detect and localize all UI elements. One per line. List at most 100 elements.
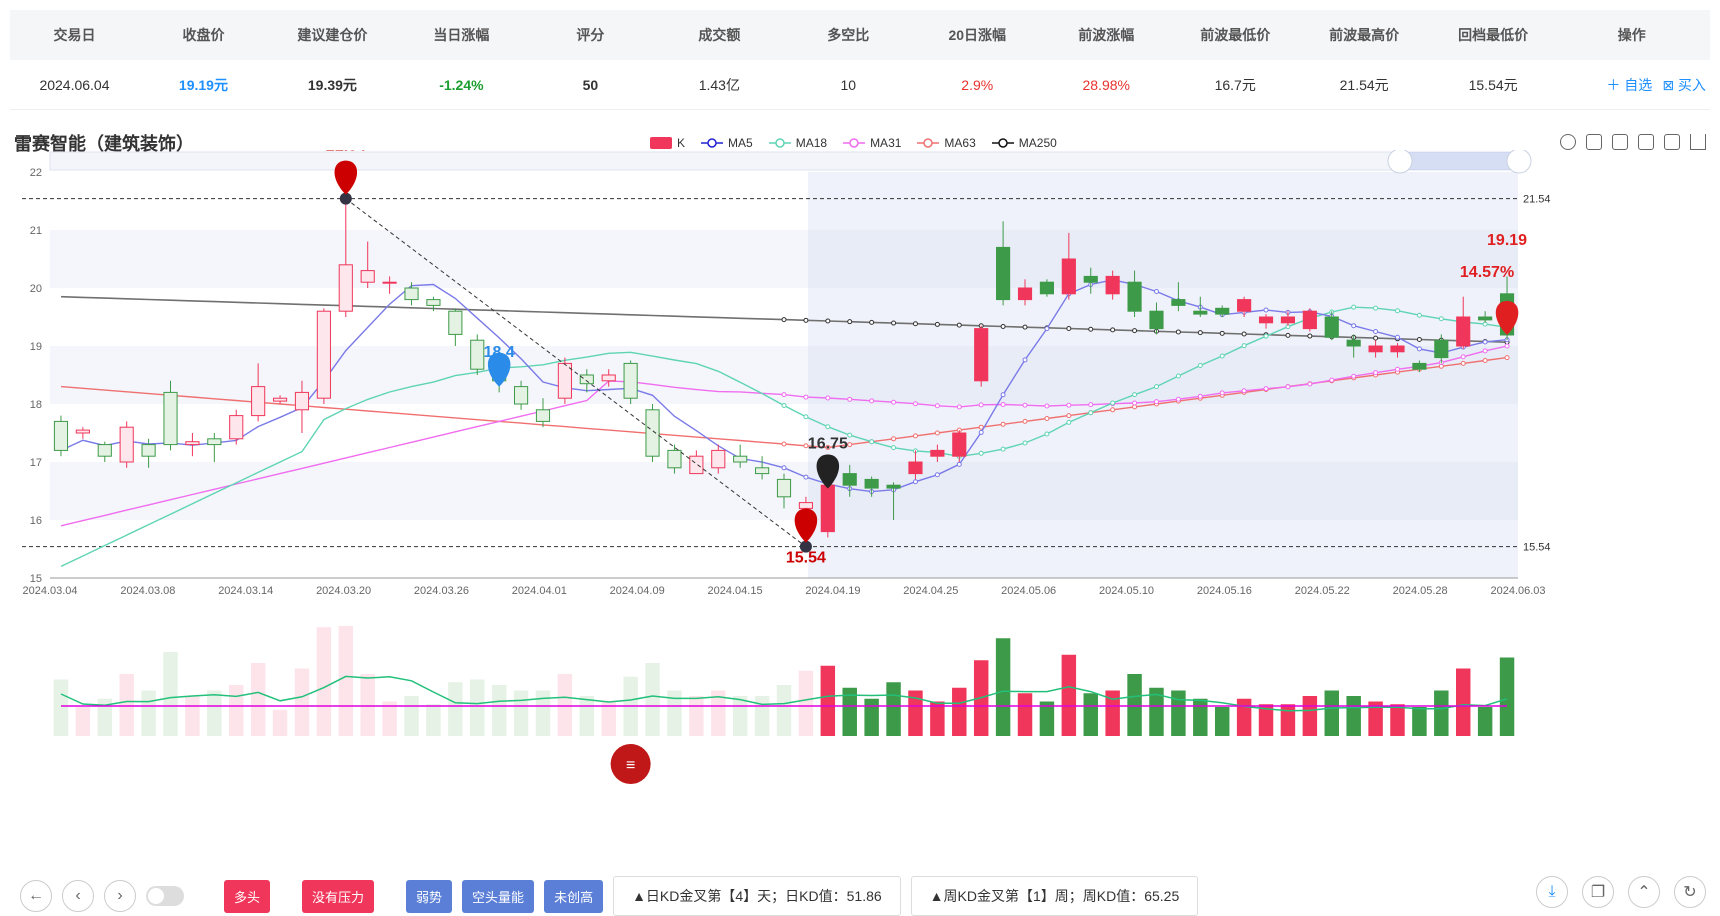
ma250-point — [1088, 326, 1094, 332]
legend-item[interactable]: MA18 — [768, 136, 827, 150]
candle-body — [1149, 310, 1164, 330]
candle-body — [53, 420, 69, 451]
legend-item[interactable]: MA5 — [701, 136, 753, 150]
ma18-point — [1044, 431, 1050, 437]
back-icon[interactable]: ← — [20, 880, 52, 912]
scroll-top-icon[interactable]: ⌃ — [1628, 876, 1660, 908]
legend-swatch — [843, 138, 866, 148]
volume-bar — [491, 685, 507, 736]
zoom-icon[interactable] — [1586, 134, 1602, 150]
ma250-point — [1197, 330, 1203, 336]
tag-bull[interactable]: 多头 — [224, 879, 271, 913]
volume-bar — [53, 679, 69, 736]
volume-bar — [272, 709, 288, 736]
ma250-point — [803, 317, 809, 323]
volume-bar — [798, 670, 814, 736]
ma18-point — [1153, 384, 1159, 390]
candle-body — [733, 455, 748, 463]
candle-body — [1258, 316, 1274, 324]
volume-ma-line — [60, 675, 1508, 712]
ma18-point — [1373, 305, 1379, 311]
ma18-point — [1022, 440, 1028, 446]
tag-no-pressure[interactable]: 没有压力 — [302, 879, 375, 913]
ma250-point — [1110, 327, 1116, 333]
y-tick-label: 21 — [30, 225, 42, 237]
legend-swatch — [991, 138, 1014, 148]
volume-bar — [382, 701, 397, 736]
ma18-point — [1416, 312, 1422, 318]
add-watchlist-button[interactable]: ＋ 自选 — [1606, 76, 1653, 93]
tag-no-new-high[interactable]: 未创高 — [544, 879, 604, 913]
high-dot — [339, 192, 352, 205]
volume-bar — [601, 701, 616, 736]
volume-bar — [1324, 690, 1339, 736]
ma31-point — [1066, 402, 1072, 408]
ma18-point — [1197, 362, 1203, 368]
ma250-point — [1022, 324, 1028, 330]
volume-bar — [1061, 654, 1077, 736]
ma63-point — [1066, 413, 1072, 419]
candle-body — [930, 449, 945, 457]
low-marker-pin — [794, 508, 818, 543]
candle-body — [1412, 362, 1427, 370]
copy-icon[interactable]: ❐ — [1582, 876, 1614, 908]
legend-item[interactable]: MA250 — [991, 136, 1057, 150]
next-icon[interactable]: › — [104, 880, 136, 912]
ma5-point — [1482, 339, 1488, 345]
ma250-point — [781, 317, 787, 323]
legend-item[interactable]: MA63 — [917, 136, 976, 150]
ma250-point — [1066, 326, 1072, 332]
candle-body — [1193, 310, 1208, 315]
dark-marker-pin — [816, 454, 840, 489]
candle-body — [163, 391, 178, 446]
clear-select-icon[interactable] — [1664, 134, 1680, 150]
volume-bar — [470, 679, 485, 736]
refresh-icon[interactable]: ↻ — [1674, 876, 1706, 908]
ma250-point — [825, 318, 831, 324]
candle-body — [1346, 339, 1361, 347]
prev-icon[interactable]: ‹ — [62, 880, 94, 912]
ma18-point — [847, 432, 853, 438]
volume-bar — [732, 696, 748, 736]
tag-weak[interactable]: 弱势 — [406, 879, 453, 913]
candle-body — [645, 409, 660, 457]
candle-body — [1083, 275, 1098, 283]
volume-bar — [1017, 693, 1033, 736]
candle-body — [1324, 316, 1339, 338]
volume-bar — [645, 663, 660, 736]
restore-icon[interactable] — [1560, 134, 1576, 150]
legend-item[interactable]: MA31 — [843, 136, 901, 150]
column-header: 20日涨幅 — [948, 27, 1007, 43]
x-tick-label: 2024.04.25 — [903, 585, 958, 597]
ma31-point — [1504, 343, 1510, 349]
ma31-point — [1329, 377, 1335, 383]
tag-bear-volume[interactable]: 空头量能 — [462, 879, 535, 913]
volume-bar — [163, 652, 178, 736]
ma18-point — [1132, 392, 1138, 398]
ma18-point — [1394, 308, 1400, 314]
cell-wave: 28.98% — [1082, 76, 1130, 93]
volume-bar — [513, 690, 529, 736]
download-icon[interactable]: ⤓ — [1536, 876, 1568, 908]
legend-item[interactable]: K — [650, 136, 685, 150]
column-header: 操作 — [1617, 27, 1646, 43]
x-tick-label: 2024.03.26 — [414, 585, 469, 597]
ma18-point — [1175, 373, 1181, 379]
volume-bar — [207, 690, 222, 736]
candle-body — [1478, 316, 1493, 321]
ma18-point — [781, 402, 787, 408]
volume-bar — [141, 690, 156, 736]
x-tick-label: 2024.04.09 — [610, 585, 665, 597]
buy-button[interactable]: ⊠ 买入 — [1662, 76, 1706, 93]
zoom-back-icon[interactable] — [1612, 134, 1628, 150]
ma31-point — [1263, 386, 1269, 392]
candle-body — [623, 362, 638, 399]
ma18-point — [978, 450, 984, 456]
save-image-icon[interactable] — [1690, 134, 1706, 150]
x-tick-label: 2024.04.15 — [708, 585, 763, 597]
ma31-point — [978, 402, 984, 408]
legend-swatch — [650, 137, 672, 149]
rect-select-icon[interactable] — [1638, 134, 1654, 150]
toggle-switch[interactable] — [146, 886, 184, 906]
